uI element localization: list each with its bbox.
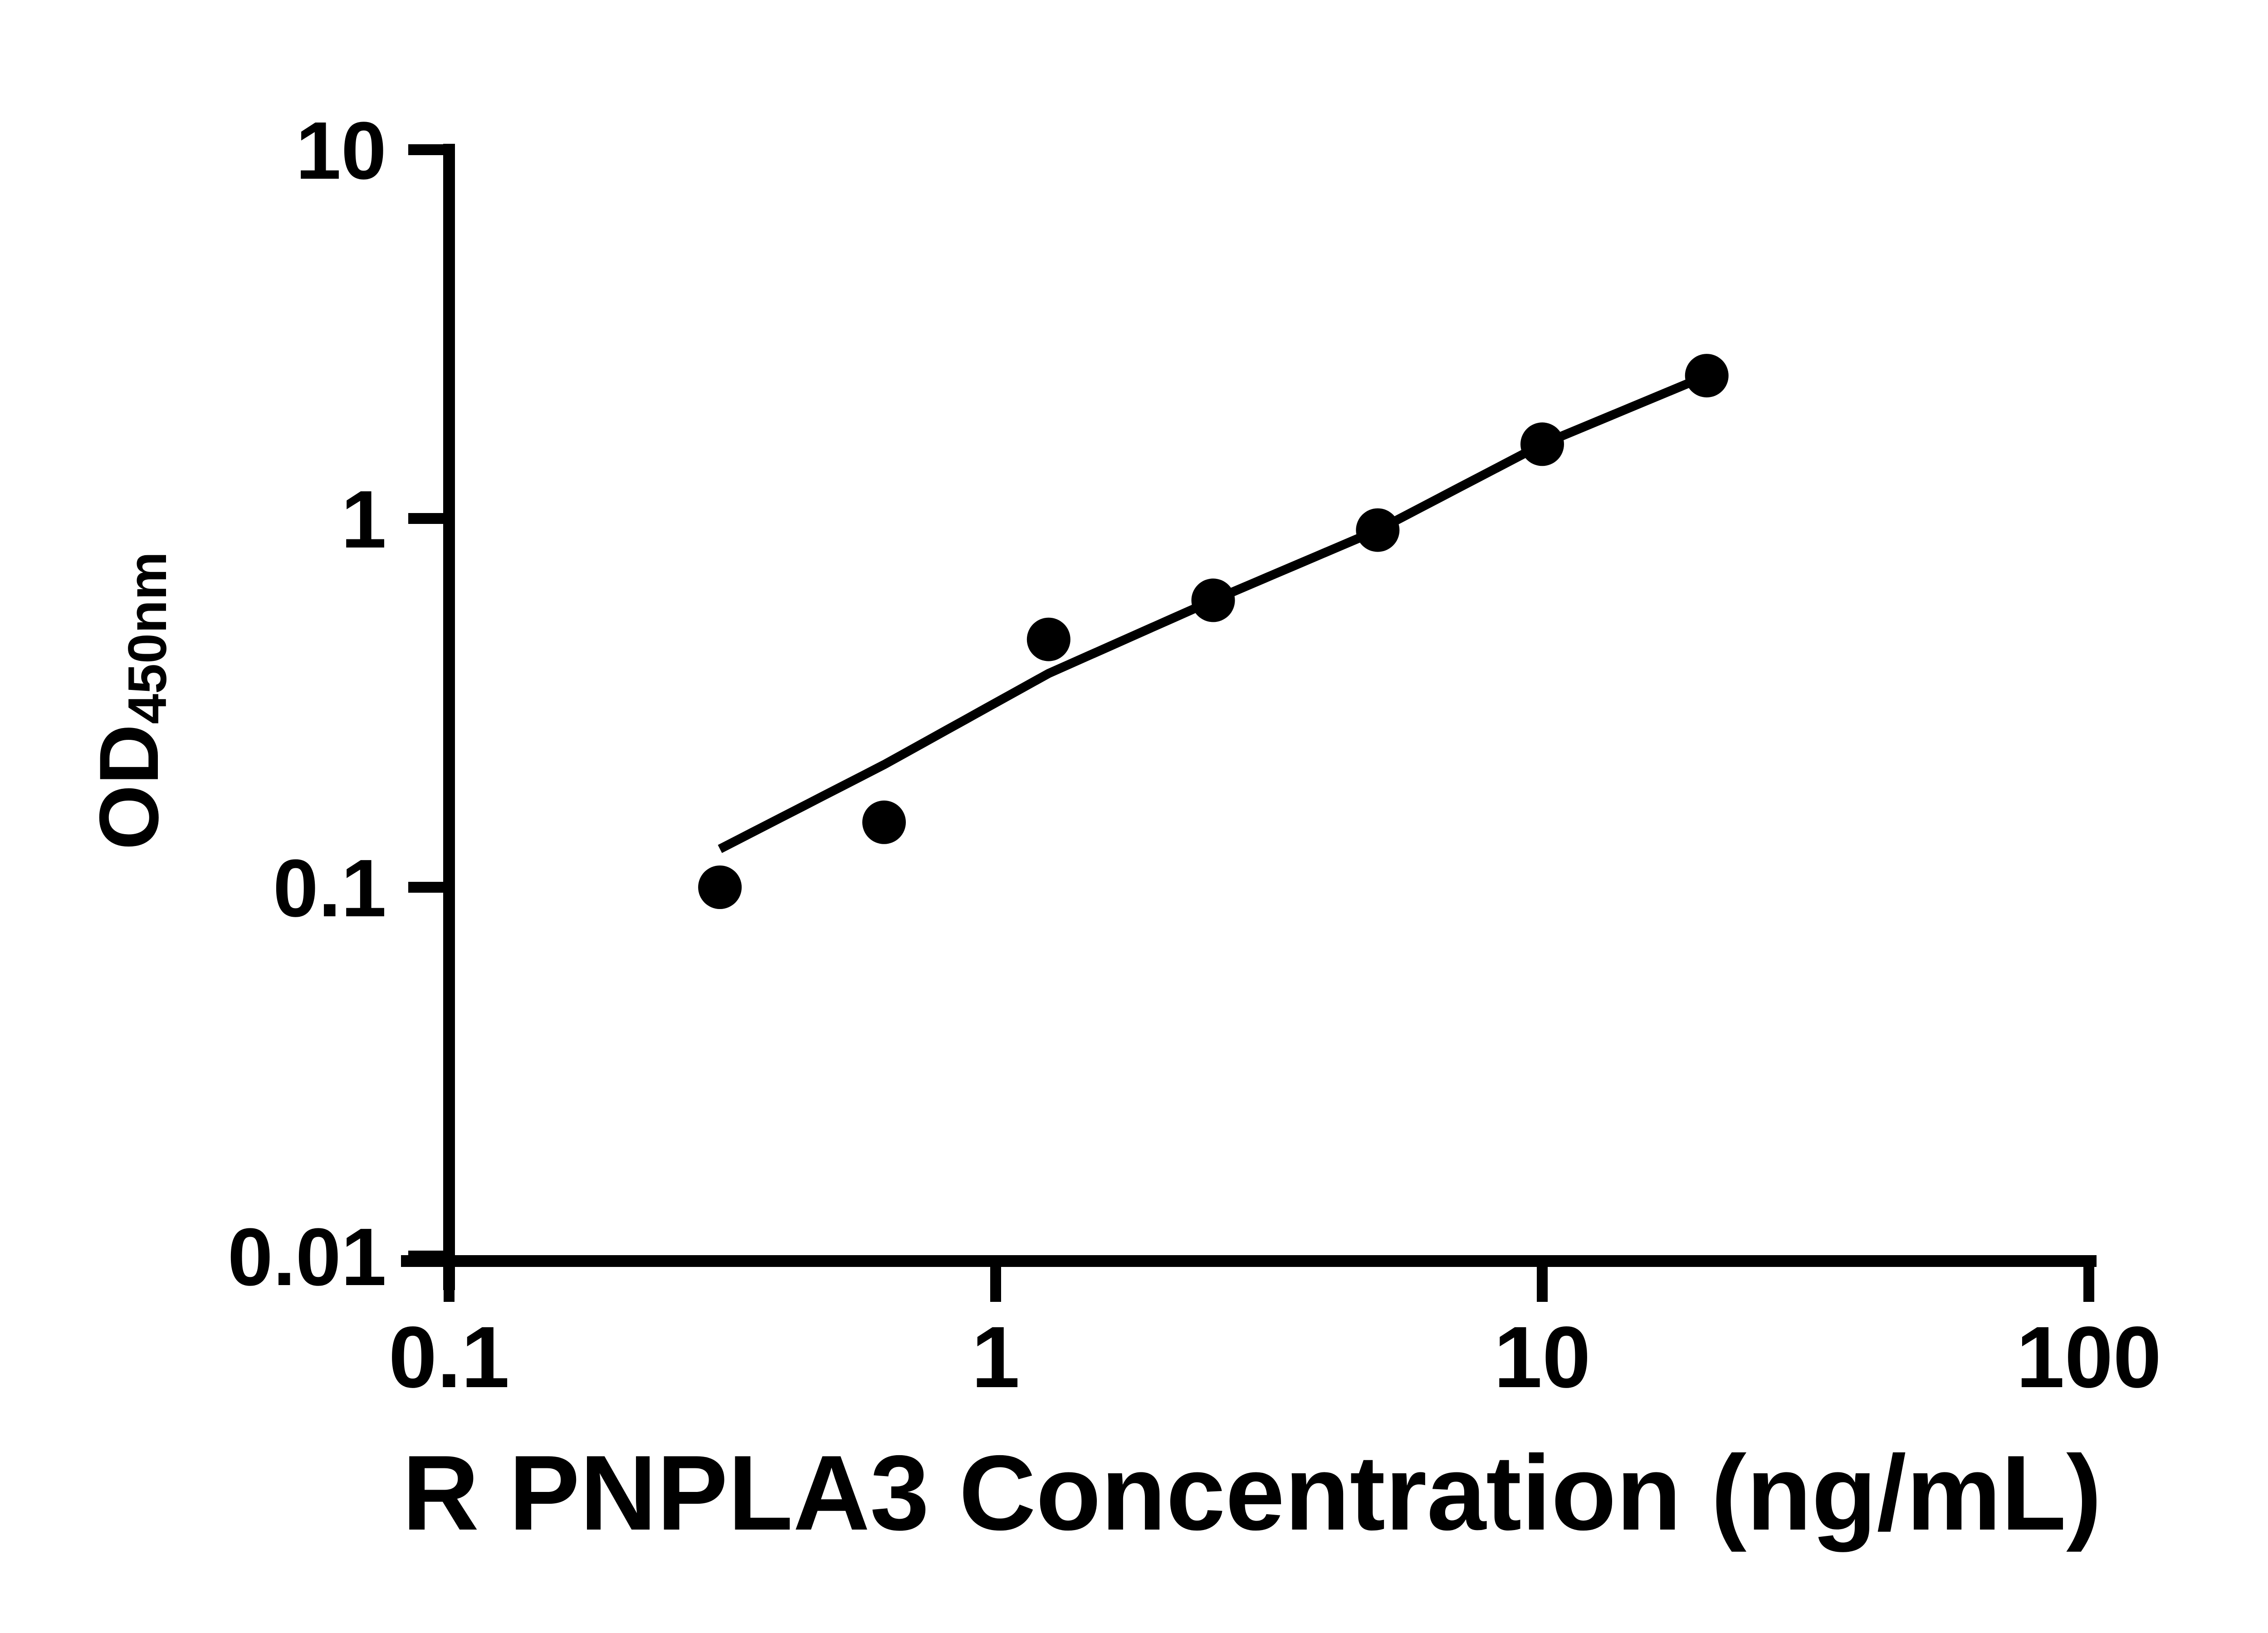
y-axis-ticks xyxy=(408,144,449,1261)
x-axis: 0.1 1 10 100 xyxy=(389,1255,2162,1406)
x-tick-label: 1 xyxy=(972,1308,1020,1406)
y-axis-tick-labels: 10 1 0.1 0.01 xyxy=(228,105,386,1303)
x-tick-label: 100 xyxy=(2016,1308,2161,1406)
data-point xyxy=(1356,508,1400,552)
x-tick-label: 0.1 xyxy=(389,1308,510,1406)
data-point xyxy=(1685,354,1729,398)
data-point xyxy=(1191,578,1235,622)
data-point xyxy=(698,865,742,909)
y-tick-label: 0.1 xyxy=(273,843,386,934)
x-tick-label: 10 xyxy=(1494,1308,1591,1406)
y-tick-label: 1 xyxy=(341,474,386,565)
y-tick-label: 0.01 xyxy=(228,1212,386,1303)
y-axis-title-main: OD xyxy=(83,724,176,850)
x-axis-title: R PNPLA3 Concentration (ng/mL) xyxy=(402,1433,2102,1552)
y-axis-title-subscript: 450nm xyxy=(117,552,178,724)
x-axis-ticks xyxy=(444,1261,2094,1302)
y-tick-label: 10 xyxy=(296,105,386,196)
x-axis-tick-labels: 0.1 1 10 100 xyxy=(389,1308,2162,1406)
data-point xyxy=(862,800,906,844)
data-point xyxy=(1026,617,1070,661)
data-point xyxy=(1520,422,1564,466)
y-axis-title: OD450nm xyxy=(83,552,178,850)
data-points xyxy=(698,354,1729,909)
y-axis: 10 1 0.1 0.01 xyxy=(228,105,455,1303)
